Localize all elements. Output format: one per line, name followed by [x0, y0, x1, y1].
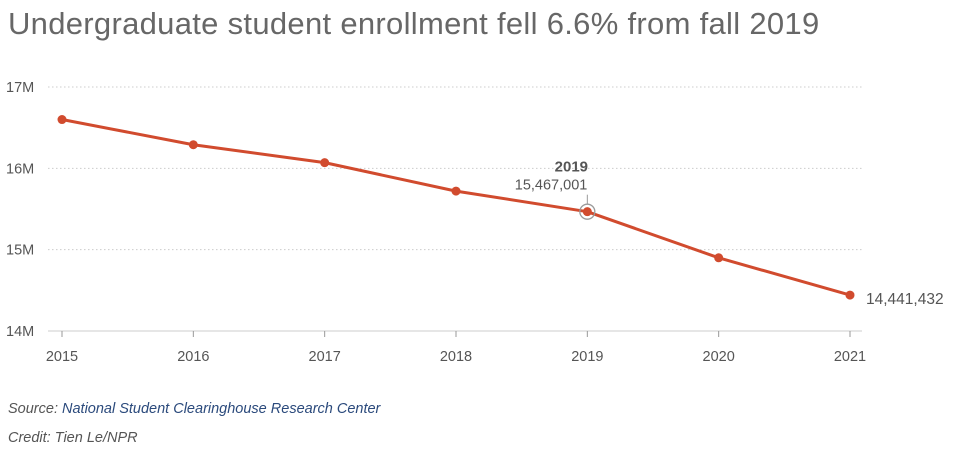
y-tick-label: 15M: [6, 243, 34, 259]
x-tick-label: 2021: [834, 349, 866, 365]
x-tick-label: 2017: [309, 349, 341, 365]
chart-title: Undergraduate student enrollment fell 6.…: [8, 6, 820, 41]
data-point[interactable]: [714, 253, 724, 263]
highlight-ring: [579, 203, 596, 220]
grid-lines: [48, 86, 862, 332]
data-point[interactable]: [320, 158, 330, 168]
source-note: Source: National Student Clearinghouse R…: [8, 401, 380, 417]
source-link[interactable]: National Student Clearinghouse Research …: [62, 401, 381, 417]
y-tick-label: 17M: [6, 80, 34, 96]
data-point[interactable]: [451, 186, 461, 196]
data-point[interactable]: [188, 140, 198, 150]
x-tick-label: 2019: [571, 349, 603, 365]
y-tick-label: 14M: [6, 324, 34, 340]
x-axis: 2015 2016 2017 2018 2019 2020 2021: [46, 331, 866, 365]
y-axis: 14M 15M 16M 17M: [6, 80, 34, 340]
data-point[interactable]: [57, 115, 67, 125]
x-tick-label: 2020: [703, 349, 735, 365]
y-tick-label: 16M: [6, 161, 34, 177]
series-line: [61, 118, 851, 297]
x-tick-label: 2018: [440, 349, 472, 365]
series-layer: [57, 115, 855, 300]
annotation-title: 2019: [555, 159, 588, 176]
annotation-value: 15,467,001: [515, 178, 588, 194]
annotations-layer: 2019 15,467,001 14,441,432: [515, 159, 944, 308]
annotation-value: 14,441,432: [866, 291, 944, 308]
x-tick-label: 2016: [177, 349, 209, 365]
x-tick-label: 2015: [46, 349, 78, 365]
data-point[interactable]: [582, 207, 592, 217]
data-point[interactable]: [845, 290, 855, 300]
credit-note: Credit: Tien Le/NPR: [8, 430, 138, 446]
source-prefix: Source:: [8, 401, 62, 417]
